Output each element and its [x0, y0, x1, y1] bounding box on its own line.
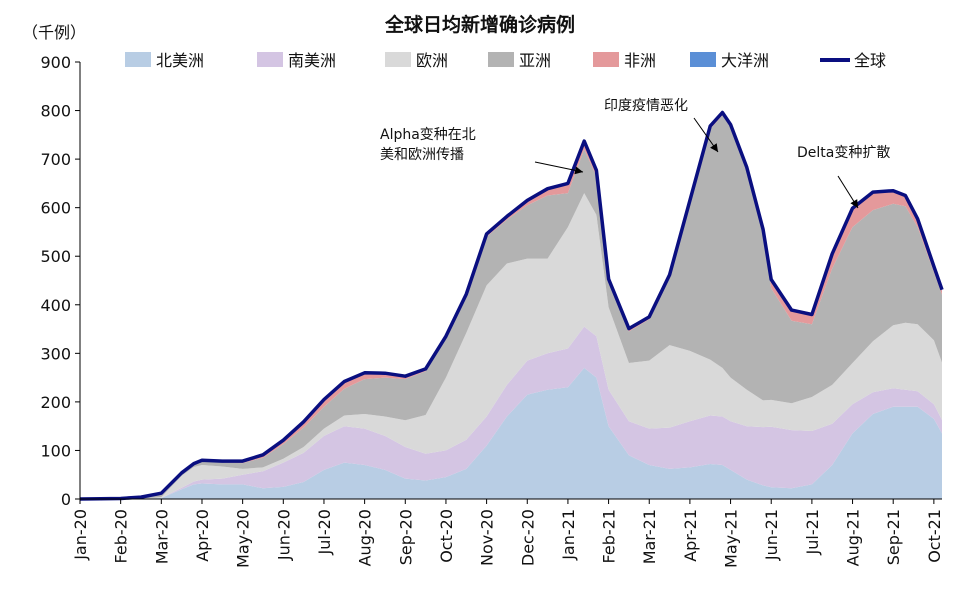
area-layers	[80, 112, 942, 500]
x-tick-label: Sep-21	[884, 509, 903, 565]
y-tick-label: 0	[61, 490, 71, 509]
chart-title: 全球日均新增确诊病例	[384, 13, 575, 36]
y-tick-label: 800	[40, 102, 71, 121]
annotation-text: Delta变种扩散	[797, 145, 890, 161]
area-series-3	[80, 115, 942, 500]
legend-swatch	[257, 52, 283, 67]
x-tick-label: Apr-21	[681, 509, 700, 562]
x-tick-label: Jan-21	[559, 509, 578, 561]
legend-swatch	[593, 52, 619, 67]
annotation-arrow	[534, 161, 584, 173]
y-tick-label: 600	[40, 199, 71, 218]
x-tick-label: Sep-20	[396, 509, 415, 565]
x-tick-label: Oct-20	[437, 509, 456, 563]
x-tick-label: Feb-20	[112, 509, 131, 563]
x-tick-label: Aug-21	[844, 509, 863, 566]
annotation-text: 美和欧洲传播	[380, 147, 464, 163]
y-tick-label: 500	[40, 247, 71, 266]
annotation-text: Alpha变种在北	[380, 127, 476, 143]
y-tick-label: 200	[40, 393, 71, 412]
x-tick-label: Jun-20	[274, 509, 293, 561]
legend-swatch	[488, 52, 514, 67]
legend-label: 大洋洲	[721, 51, 769, 70]
area-series-0	[80, 367, 942, 499]
legend-label: 非洲	[624, 51, 656, 70]
area-series-1	[80, 326, 942, 499]
x-tick-label: May-20	[234, 509, 253, 568]
legend-label: 北美洲	[156, 51, 204, 70]
legend-label: 欧洲	[416, 51, 448, 70]
total-line-layer	[79, 110, 944, 501]
x-tick-label: Oct-21	[925, 509, 944, 563]
area-series-2	[80, 193, 942, 499]
y-tick-label: 100	[40, 441, 71, 460]
x-tick-label: Apr-20	[193, 509, 212, 562]
x-tick-label: Nov-20	[478, 509, 497, 566]
x-tick-label: Jul-21	[803, 509, 822, 555]
x-tick-label: Mar-20	[152, 509, 171, 564]
legend-swatch	[690, 52, 716, 67]
axes: 0 100 200 300 400 500 600 700 800 900 Jan-20 Feb-20…	[40, 53, 943, 568]
y-tick-label: 400	[40, 296, 71, 315]
unit-label: （千例）	[22, 23, 86, 42]
annotation-arrowhead	[850, 199, 858, 208]
legend-swatch	[125, 52, 151, 67]
annotation-arrowhead	[574, 166, 583, 175]
legend-swatch	[385, 52, 411, 67]
total-line	[79, 110, 944, 501]
y-tick-label: 900	[40, 53, 71, 72]
annotation-text: 印度疫情恶化	[604, 98, 688, 114]
x-tick-label: Jan-20	[71, 509, 90, 561]
legend-label: 南美洲	[288, 51, 336, 70]
x-tick-label: Dec-20	[518, 509, 537, 566]
annotation-arrowhead	[710, 143, 718, 152]
legend-label: 亚洲	[519, 51, 551, 70]
legend-label: 全球	[854, 51, 886, 70]
y-tick-label: 700	[40, 150, 71, 169]
x-tick-label: May-21	[722, 509, 741, 568]
x-tick-label: Aug-20	[356, 509, 375, 566]
y-tick-label: 300	[40, 344, 71, 363]
x-tick-label: Feb-21	[600, 509, 619, 563]
x-tick-label: Mar-21	[640, 509, 659, 564]
legend: 北美洲 南美洲 欧洲 亚洲 非洲 大洋洲 全球	[125, 51, 886, 70]
x-tick-label: Jul-20	[315, 509, 334, 555]
x-tick-label: Jun-21	[762, 509, 781, 561]
